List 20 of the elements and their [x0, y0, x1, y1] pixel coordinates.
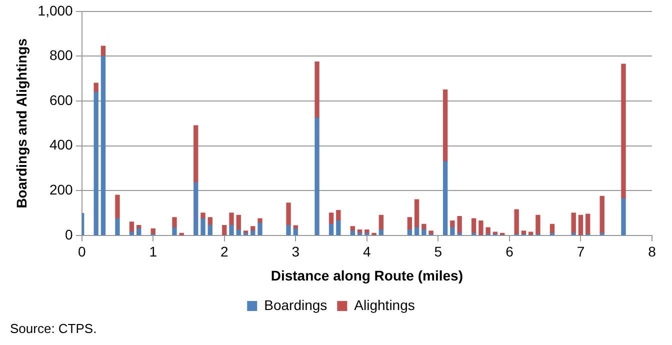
- y-tick-label: 600: [49, 92, 74, 108]
- source-note: Source: CTPS.: [10, 321, 97, 336]
- y-tick-label: 200: [49, 181, 74, 198]
- x-tick-label: 8: [648, 244, 656, 260]
- x-tick-label: 1: [149, 244, 158, 260]
- x-tick-label: 7: [576, 244, 585, 260]
- legend-label: Alightings: [354, 296, 415, 313]
- y-tick-label: 400: [49, 136, 74, 153]
- y-tick-label: 800: [49, 47, 74, 64]
- x-tick-label: 2: [220, 244, 228, 260]
- y-tick-label: 1,000: [38, 2, 74, 18]
- x-tick-label: 3: [292, 244, 300, 260]
- y-axis-title: Boardings and Alightings: [13, 38, 30, 208]
- x-tick-label: 4: [363, 244, 372, 260]
- x-axis-title: Distance along Route (miles): [270, 267, 463, 284]
- legend-label: Boardings: [264, 296, 328, 313]
- x-tick-label: 5: [434, 244, 442, 260]
- y-tick-label: 0: [65, 226, 74, 242]
- x-tick-label: 0: [78, 244, 86, 260]
- x-tick-label: 6: [506, 244, 514, 260]
